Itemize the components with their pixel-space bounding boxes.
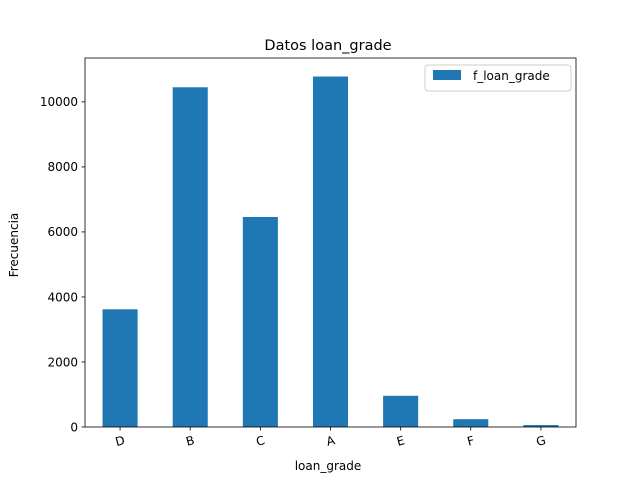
x-tick-label-F: F: [466, 433, 476, 448]
x-tick-label-E: E: [395, 433, 406, 448]
x-tick-label-D: D: [114, 433, 127, 449]
x-tick-label-C: C: [254, 433, 266, 449]
ticks-layer: 0 2000 4000 6000 8000 10000 D B C A E F G: [40, 95, 547, 449]
legend-swatch: [433, 70, 461, 80]
legend-label: f_loan_grade: [473, 69, 550, 83]
bar-E: [383, 395, 419, 427]
y-tick-label: 6000: [47, 225, 78, 239]
x-axis-label: loan_grade: [295, 459, 362, 473]
legend-frame: [424, 64, 572, 92]
x-tick-label-G: G: [535, 433, 548, 449]
y-axis-label: Frecuencia: [7, 213, 21, 278]
y-tick-label: 10000: [40, 95, 78, 109]
bar-C: [242, 216, 278, 427]
bar-F: [453, 419, 489, 427]
y-tick-label: 0: [70, 420, 78, 434]
bar-B: [172, 87, 208, 427]
x-tick-label-A: A: [325, 433, 337, 449]
bar-G: [523, 425, 559, 427]
chart-title: Datos loan_grade: [264, 38, 391, 54]
legend: f_loan_grade: [424, 64, 572, 92]
y-tick-label: 2000: [47, 355, 78, 369]
bar-D: [102, 309, 138, 427]
y-tick-label: 8000: [47, 160, 78, 174]
bars-layer: [102, 76, 559, 427]
bar-A: [312, 76, 349, 427]
y-tick-label: 4000: [47, 290, 78, 304]
x-tick-label-B: B: [184, 433, 196, 449]
